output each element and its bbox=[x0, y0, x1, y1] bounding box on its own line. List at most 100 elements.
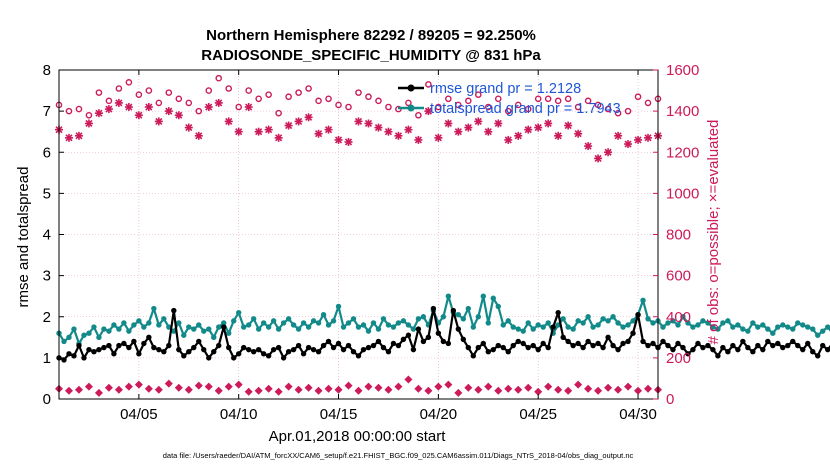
totalspread-point bbox=[800, 322, 806, 328]
rmse-point bbox=[735, 346, 741, 353]
evaluated-obs-point bbox=[434, 133, 443, 142]
rmse-point bbox=[780, 344, 786, 351]
possible-obs-point bbox=[225, 85, 233, 92]
rmse-point bbox=[405, 332, 412, 338]
legend-totalspread-marker bbox=[407, 104, 415, 112]
totalspread-point bbox=[350, 316, 357, 322]
totalspread-point bbox=[161, 316, 167, 322]
x-tick-label: 04/20 bbox=[420, 406, 458, 423]
rmse-point bbox=[635, 311, 641, 318]
y-tick-label-right: 1600 bbox=[666, 62, 699, 79]
totalspread-point bbox=[61, 338, 67, 345]
rmse-point bbox=[385, 349, 392, 355]
rmse-point bbox=[795, 342, 801, 349]
totalspread-point bbox=[570, 326, 576, 332]
asterisk-stroke bbox=[85, 119, 93, 128]
totalspread-point bbox=[380, 316, 387, 322]
evaluated-obs-point bbox=[354, 117, 363, 126]
evaluated-obs-point bbox=[494, 119, 503, 128]
chart-subtitle: RADIOSONDE_SPECIFIC_HUMIDITY @ 831 hPa bbox=[201, 47, 541, 64]
rmse-point bbox=[126, 344, 132, 351]
evaluated-obs-point bbox=[184, 123, 193, 132]
legend-totalspread-label: totalspread grand pr = 1.7943 bbox=[430, 101, 621, 117]
asterisk-stroke bbox=[165, 107, 173, 115]
totalspread-point bbox=[515, 326, 521, 332]
series-totalspread bbox=[56, 293, 830, 347]
rmse-point bbox=[345, 342, 352, 349]
asterisk-stroke bbox=[514, 132, 522, 140]
totalspread-point bbox=[495, 303, 501, 310]
evaluated-obs-point bbox=[444, 119, 453, 128]
rmse-point bbox=[685, 351, 691, 357]
rmse-point bbox=[645, 342, 651, 349]
rmse-point bbox=[176, 346, 182, 353]
rmse-point bbox=[545, 344, 551, 351]
rmse-point bbox=[665, 342, 671, 349]
asterisk-stroke bbox=[115, 99, 123, 107]
rmse-point bbox=[231, 355, 237, 361]
y-tick-label: 7 bbox=[43, 103, 51, 120]
totalspread-point bbox=[755, 324, 761, 330]
obs-count-point bbox=[284, 382, 293, 391]
totalspread-point bbox=[121, 320, 127, 326]
totalspread-point bbox=[156, 322, 162, 328]
totalspread-point bbox=[325, 322, 332, 328]
obs-count-point bbox=[224, 382, 233, 391]
rmse-point bbox=[465, 344, 472, 351]
possible-obs-point bbox=[474, 91, 482, 98]
rmse-point bbox=[221, 324, 227, 330]
totalspread-point bbox=[825, 324, 830, 330]
asterisk-stroke bbox=[534, 124, 542, 132]
rmse-point bbox=[535, 346, 541, 353]
totalspread-point bbox=[211, 334, 217, 341]
possible-obs-point bbox=[534, 95, 542, 103]
totalspread-point bbox=[700, 318, 706, 324]
possible-obs-point bbox=[564, 95, 572, 103]
totalspread-point bbox=[96, 334, 102, 341]
obs-count-point bbox=[564, 386, 573, 395]
asterisk-stroke bbox=[454, 128, 462, 136]
asterisk-stroke bbox=[155, 117, 163, 125]
asterisk-stroke bbox=[135, 111, 143, 119]
totalspread-point bbox=[91, 324, 97, 330]
totalspread-point bbox=[520, 328, 526, 334]
rmse-point bbox=[610, 342, 616, 349]
obs-count-point bbox=[474, 385, 483, 394]
possible-obs-point bbox=[105, 97, 113, 105]
totalspread-point bbox=[370, 320, 377, 326]
evaluated-obs-point bbox=[504, 135, 513, 144]
totalspread-point bbox=[231, 318, 237, 324]
asterisk-stroke bbox=[644, 134, 652, 142]
evaluated-obs-point bbox=[134, 111, 143, 120]
rmse-point bbox=[131, 338, 137, 345]
asterisk-stroke bbox=[95, 109, 103, 117]
totalspread-point bbox=[181, 332, 187, 338]
obs-count-point bbox=[134, 380, 143, 389]
asterisk-stroke bbox=[334, 136, 343, 144]
totalspread-point bbox=[510, 324, 516, 330]
possible-obs-point bbox=[125, 79, 133, 86]
totalspread-point bbox=[545, 320, 551, 326]
totalspread-point bbox=[71, 326, 77, 332]
rmse-point bbox=[740, 338, 746, 345]
rmse-point bbox=[425, 334, 432, 341]
asterisk-stroke bbox=[544, 119, 552, 128]
totalspread-point bbox=[126, 328, 132, 334]
rmse-point bbox=[430, 305, 437, 312]
possible-obs-point bbox=[644, 99, 652, 107]
totalspread-point bbox=[565, 324, 571, 330]
asterisk-stroke bbox=[175, 111, 183, 119]
evaluated-obs-point bbox=[424, 107, 433, 116]
obs-count-point bbox=[594, 386, 603, 395]
rmse-point bbox=[725, 349, 731, 355]
totalspread-point bbox=[345, 320, 352, 326]
obs-count-point bbox=[584, 384, 593, 393]
rmse-point bbox=[660, 338, 666, 345]
totalspread-point bbox=[530, 326, 536, 332]
totalspread-point bbox=[695, 322, 701, 328]
totalspread-point bbox=[375, 326, 382, 332]
possible-obs-point bbox=[544, 95, 552, 103]
rmse-point bbox=[171, 307, 177, 314]
asterisk-stroke bbox=[255, 128, 263, 136]
